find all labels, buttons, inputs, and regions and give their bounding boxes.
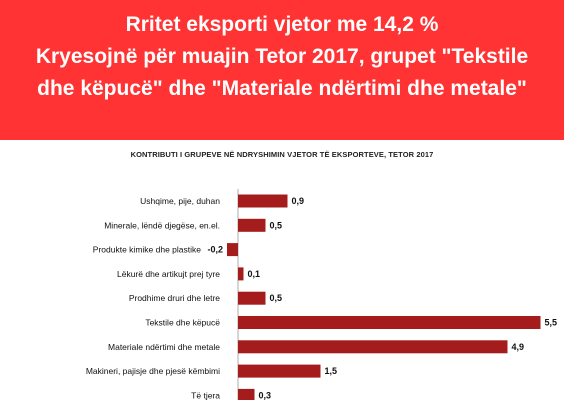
chart-title: KONTRIBUTI I GRUPEVE NË NDRYSHIMIN VJETO… xyxy=(130,150,434,159)
value-label: 0,5 xyxy=(270,220,283,230)
header-line-2: Kryesojnë për muajin Tetor 2017, grupet … xyxy=(35,45,529,68)
value-label: 5,5 xyxy=(545,318,558,328)
bar xyxy=(238,316,541,329)
category-label: Makineri, pajisje dhe pjesë këmbimi xyxy=(86,366,220,376)
bar xyxy=(238,340,508,354)
category-label: Prodhime druri dhe letre xyxy=(129,293,220,303)
bar xyxy=(238,267,244,281)
bar xyxy=(238,388,255,400)
header-line-1: Rritet eksporti vjetor me 14,2 % xyxy=(125,13,439,36)
category-label: Produkte kimike dhe plastike xyxy=(93,245,201,255)
bar xyxy=(238,194,288,208)
value-label: -0,2 xyxy=(207,245,223,255)
value-label: 0,9 xyxy=(292,196,305,206)
category-label: Ushqime, pije, duhan xyxy=(140,196,220,206)
category-label: Minerale, lëndë djegëse, en.el. xyxy=(104,220,220,230)
value-label: 1,5 xyxy=(325,366,338,376)
value-label: 0,1 xyxy=(248,269,261,279)
bar xyxy=(238,291,266,305)
category-label: Të tjera xyxy=(191,390,220,400)
bar xyxy=(227,243,238,257)
header-line-3: dhe këpucë" dhe "Materiale ndërtimi dhe … xyxy=(37,77,527,100)
value-label: 4,9 xyxy=(512,342,525,352)
header-banner: Rritet eksporti vjetor me 14,2 % Kryesoj… xyxy=(0,0,564,140)
bar xyxy=(238,364,321,378)
category-label: Materiale ndërtimi dhe metale xyxy=(108,342,220,352)
bar xyxy=(238,218,266,232)
category-label: Lëkurë dhe artikujt prej tyre xyxy=(117,269,220,279)
value-label: 0,3 xyxy=(259,390,272,400)
category-label: Tekstile dhe këpucë xyxy=(145,318,220,328)
value-label: 0,5 xyxy=(270,293,283,303)
